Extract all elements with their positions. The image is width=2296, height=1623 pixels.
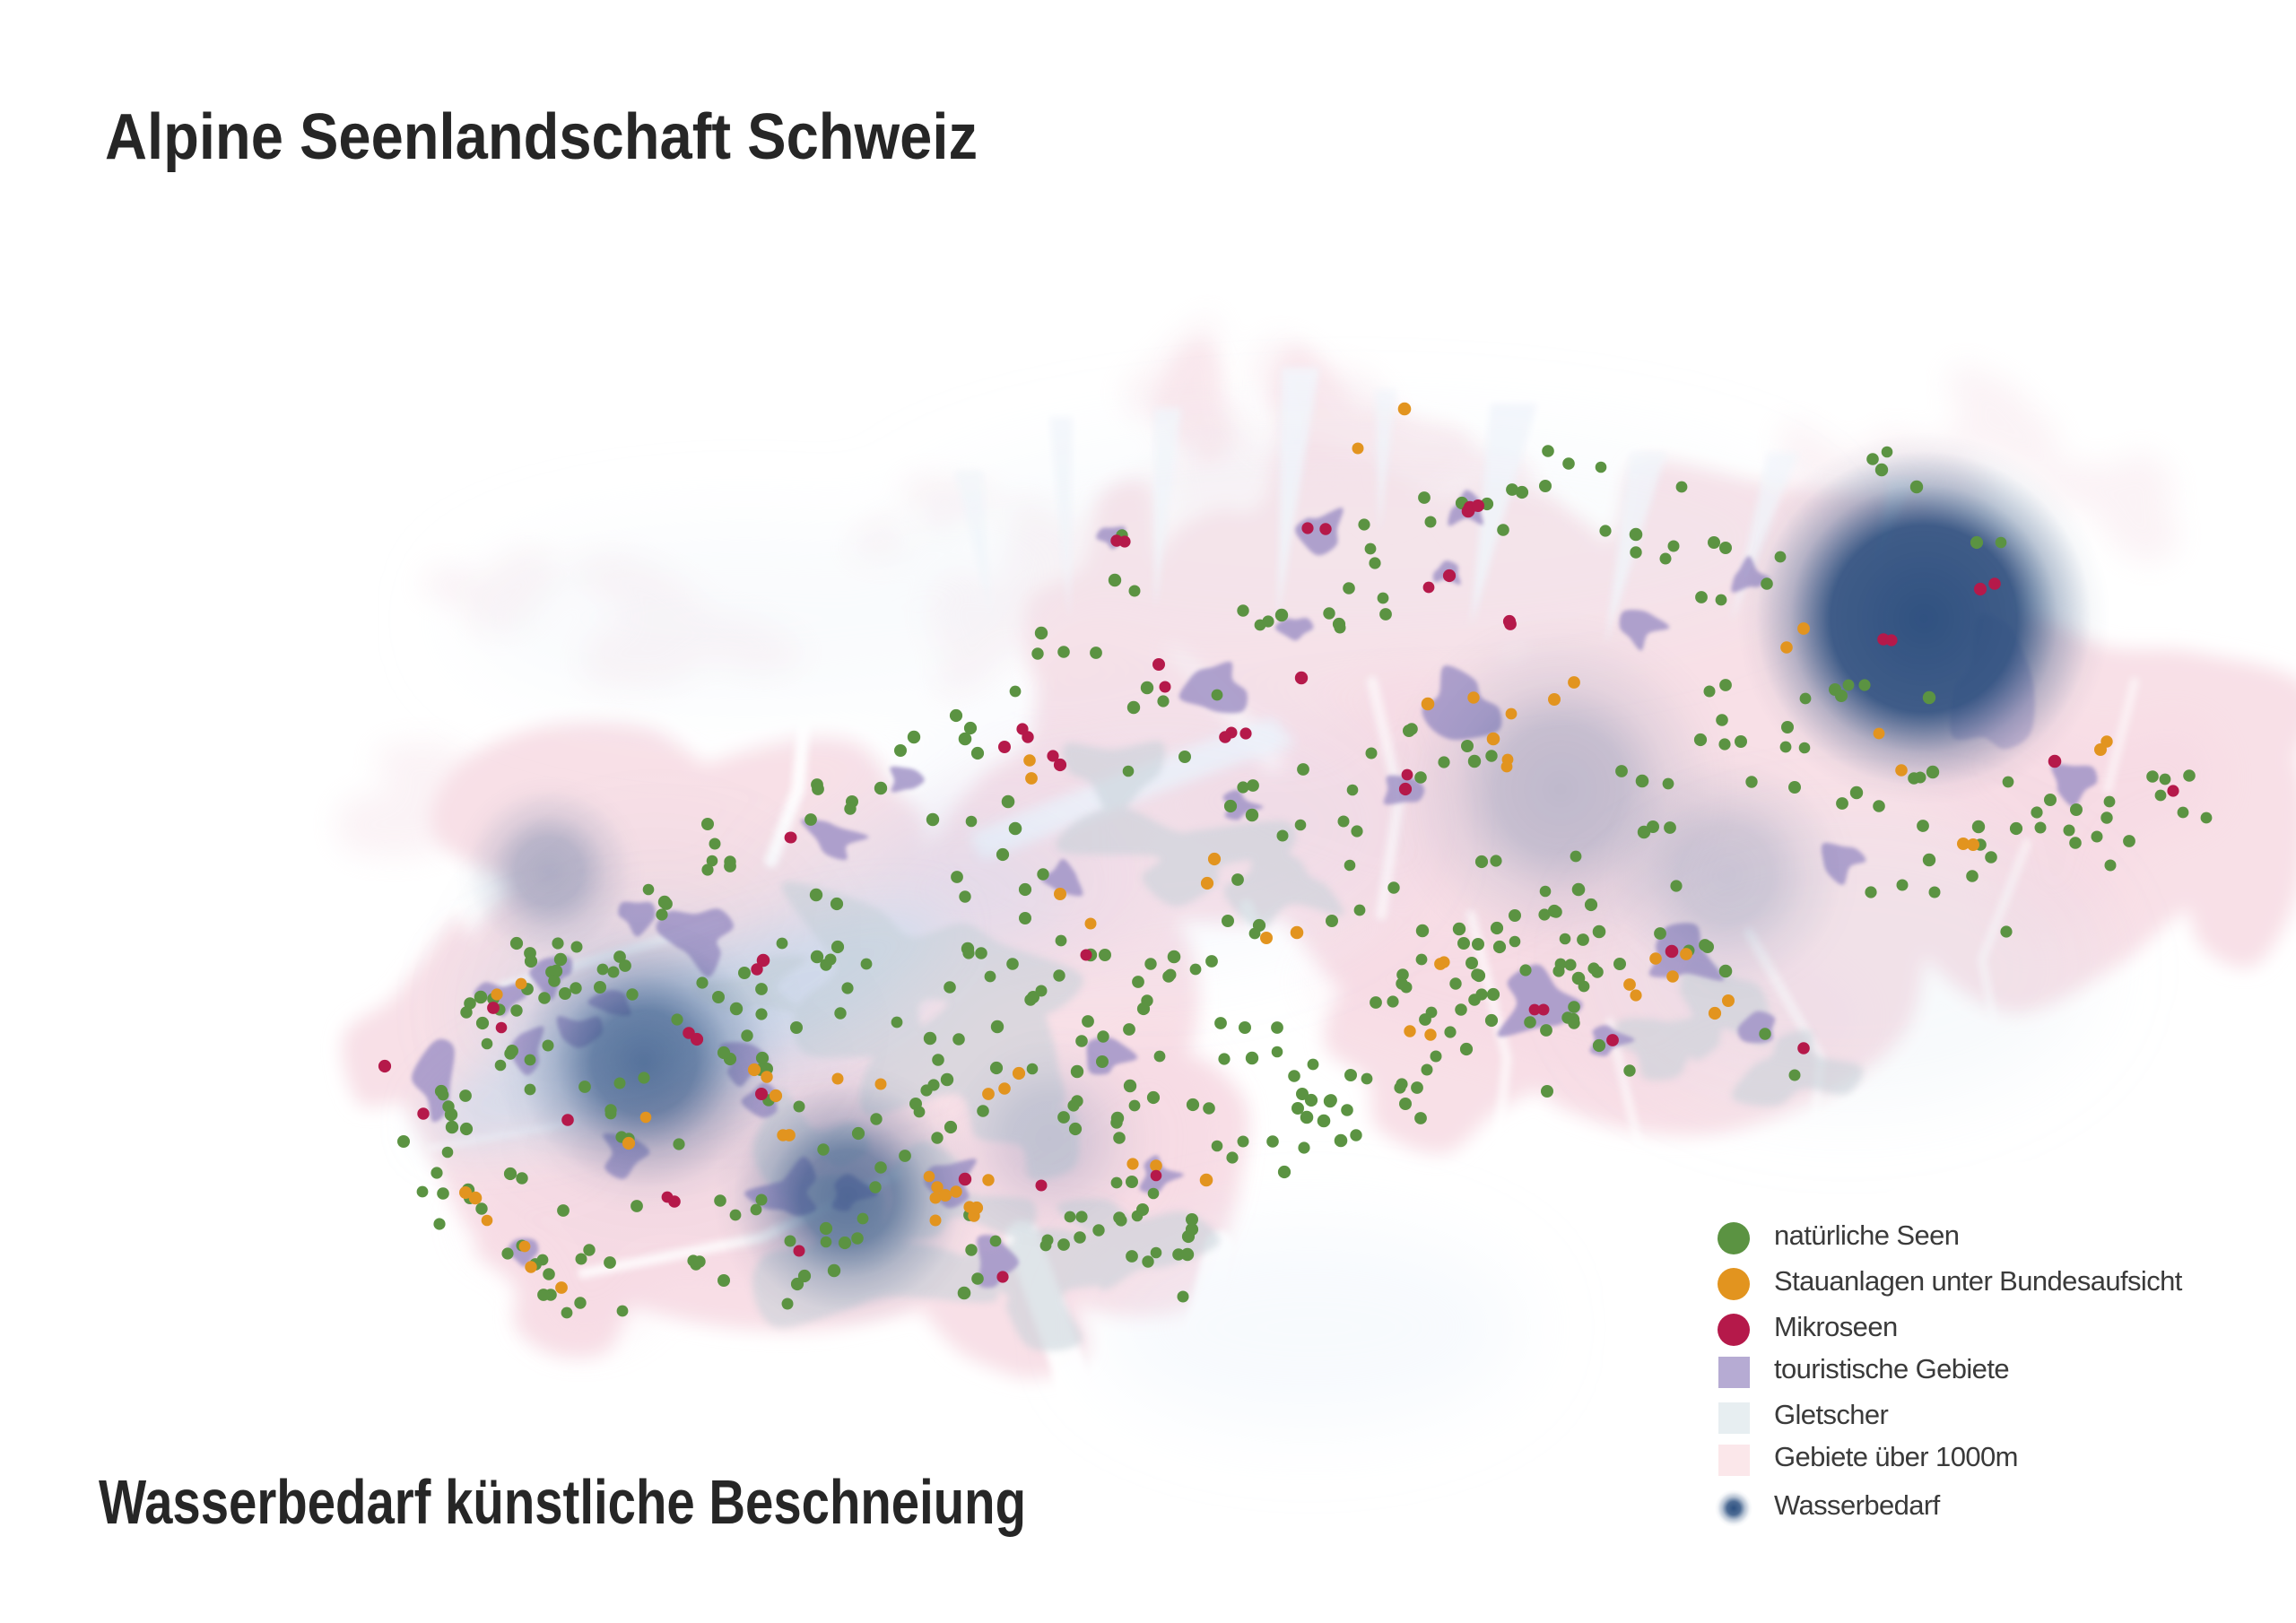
svg-text:Gebiete über 1000m: Gebiete über 1000m (1774, 1441, 2018, 1472)
svg-text:Wasserbedarf künstliche Beschn: Wasserbedarf künstliche Beschneiung (99, 1467, 1026, 1537)
svg-text:touristische Gebiete: touristische Gebiete (1774, 1353, 2009, 1384)
svg-text:Gletscher: Gletscher (1774, 1399, 1889, 1430)
svg-text:Stauanlagen unter Bundesaufsic: Stauanlagen unter Bundesaufsicht (1774, 1265, 2183, 1297)
svg-text:Alpine Seenlandschaft Schweiz: Alpine Seenlandschaft Schweiz (105, 101, 978, 173)
svg-text:Wasserbedarf: Wasserbedarf (1774, 1489, 1941, 1521)
svg-text:Mikroseen: Mikroseen (1774, 1311, 1898, 1342)
svg-text:natürliche Seen: natürliche Seen (1774, 1219, 1959, 1251)
